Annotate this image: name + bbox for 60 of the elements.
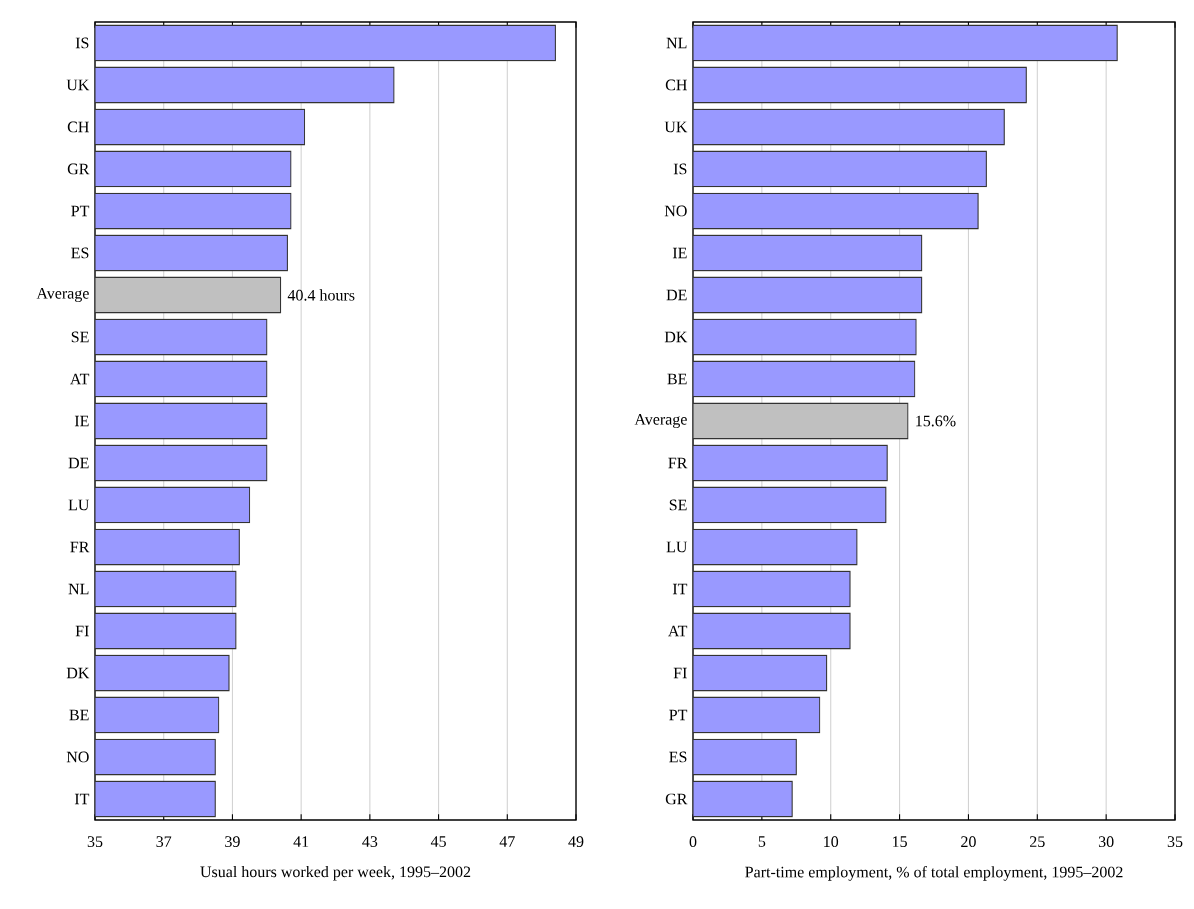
y-tick-label: NL: [666, 37, 687, 49]
y-tick-label: FI: [673, 667, 687, 679]
y-tick-label: IS: [75, 37, 89, 49]
y-tick-label: SE: [669, 499, 687, 511]
x-tick-label: 39: [225, 836, 240, 848]
y-tick-label: GR: [67, 163, 90, 175]
x-tick-label: 15: [892, 836, 907, 847]
y-tick-label: DE: [666, 289, 687, 301]
y-tick-label: SE: [71, 331, 89, 343]
x-tick-label: 35: [87, 836, 103, 848]
y-tick-label: NO: [66, 751, 89, 763]
y-tick-label: ES: [669, 751, 687, 763]
x-tick-label: 37: [156, 836, 172, 848]
data-label: 40.4 hours: [287, 289, 355, 301]
y-tick-label: FR: [70, 541, 90, 553]
y-tick-label: CH: [67, 121, 89, 133]
y-tick-label: ES: [71, 247, 89, 259]
x-tick-label: 10: [824, 836, 839, 848]
x-tick-label: 0: [689, 836, 697, 848]
x-tick-label: 49: [568, 836, 584, 848]
y-tick-label: IE: [74, 415, 89, 427]
y-tick-label: LU: [666, 541, 688, 553]
y-tick-label: UK: [66, 79, 90, 91]
y-tick-label: IT: [672, 583, 688, 595]
bar: [693, 570, 851, 608]
y-tick-label: DK: [664, 331, 688, 343]
y-tick-label: AT: [668, 625, 688, 637]
y-tick-label: IT: [74, 793, 90, 805]
y-tick-label: FI: [75, 625, 89, 637]
y-tick-label: AT: [69, 373, 90, 385]
x-axis-title: Usual hours worked per week, 1995–2002: [200, 865, 471, 881]
y-tick-label: NL: [68, 583, 89, 595]
y-tick-label: CH: [665, 79, 687, 91]
y-tick-label: DE: [68, 457, 89, 469]
y-tick-label: FR: [668, 457, 688, 469]
y-tick-label: IS: [673, 163, 687, 175]
x-tick-label: 20: [961, 836, 976, 848]
x-tick-label: 47: [499, 836, 515, 847]
y-tick-label: BE: [667, 373, 687, 385]
x-tick-label: 25: [1030, 836, 1045, 848]
x-tick-label: 45: [430, 836, 446, 847]
bar: [693, 108, 1005, 146]
y-tick-label: DK: [66, 667, 90, 679]
y-tick-label: PT: [669, 709, 688, 721]
y-tick-label: BE: [69, 709, 89, 721]
y-tick-label: Average: [36, 288, 89, 303]
y-tick-label: GR: [665, 793, 688, 805]
x-tick-label: 30: [1098, 836, 1114, 848]
data-label: 15.6%: [916, 415, 956, 427]
x-tick-label: 43: [362, 836, 378, 848]
x-tick-label: 41: [293, 836, 309, 847]
y-tick-label: IE: [672, 247, 687, 259]
x-tick-label: 5: [758, 836, 766, 847]
y-tick-label: NO: [664, 205, 687, 217]
y-tick-label: LU: [68, 499, 90, 511]
x-tick-label: 35: [1167, 836, 1183, 848]
x-axis-title: Part-time employment, % of total employment, 1995–2002: [745, 866, 1123, 881]
y-tick-label: Average: [634, 414, 687, 429]
y-tick-label: UK: [664, 121, 688, 133]
y-tick-label: PT: [71, 205, 90, 217]
